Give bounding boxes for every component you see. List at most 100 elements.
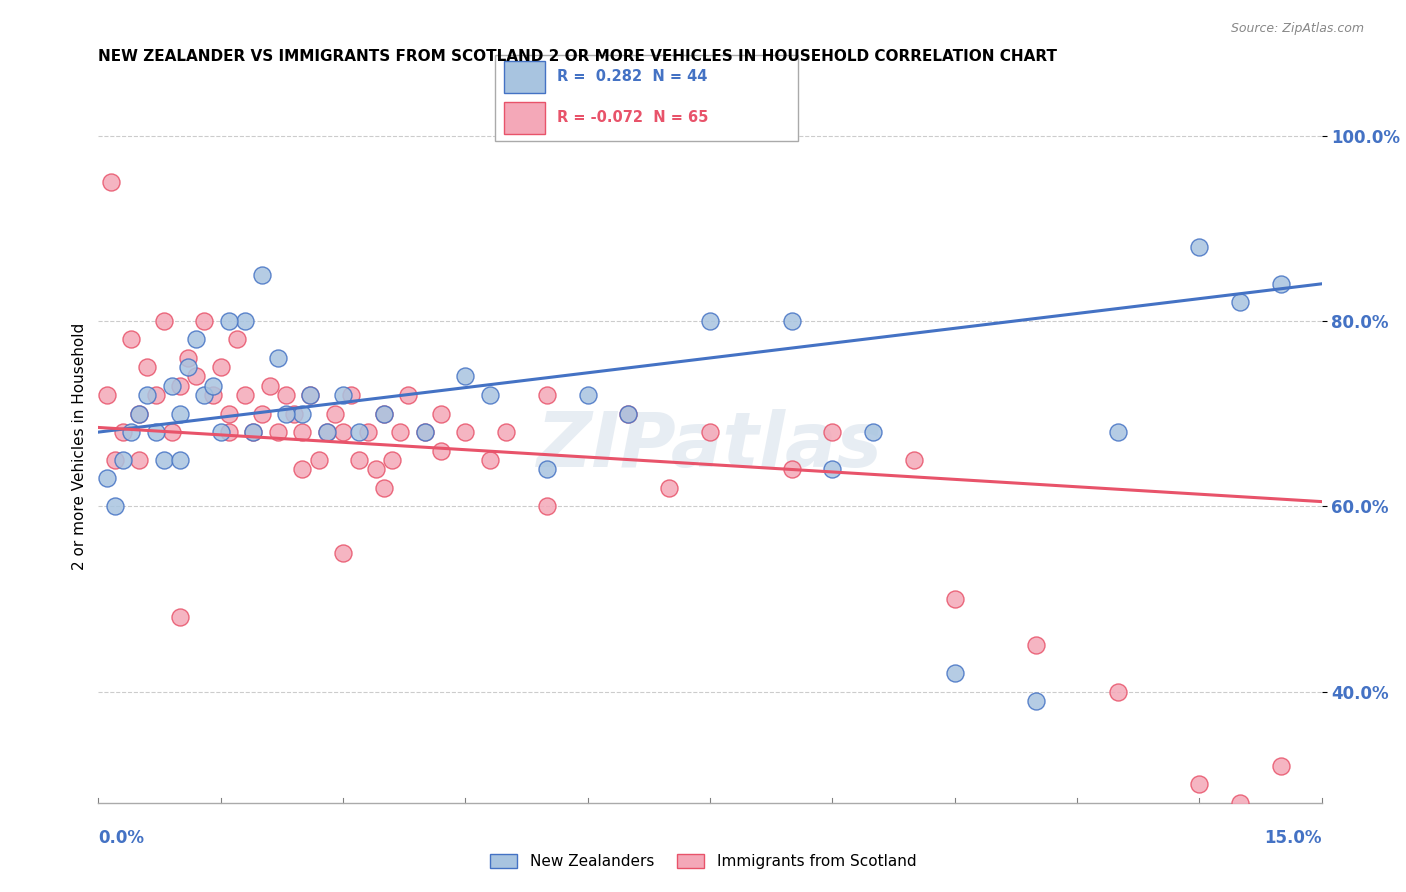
Point bbox=[413, 425, 436, 439]
Point bbox=[152, 453, 174, 467]
Point bbox=[209, 360, 232, 375]
Point bbox=[396, 388, 419, 402]
Point bbox=[536, 500, 558, 514]
Point bbox=[332, 425, 354, 439]
Point bbox=[160, 425, 183, 439]
Point bbox=[381, 453, 404, 467]
Point bbox=[1188, 240, 1211, 254]
Point bbox=[430, 407, 453, 421]
Point bbox=[201, 378, 224, 392]
Point bbox=[617, 407, 640, 421]
Point bbox=[267, 425, 290, 439]
Point bbox=[373, 481, 395, 495]
Point bbox=[274, 407, 297, 421]
Point bbox=[136, 360, 159, 375]
Point bbox=[1188, 777, 1211, 791]
Point bbox=[160, 378, 183, 392]
Point bbox=[104, 453, 127, 467]
Point bbox=[699, 425, 721, 439]
Point bbox=[1025, 694, 1047, 708]
Point bbox=[1229, 295, 1251, 310]
Point bbox=[349, 425, 371, 439]
Point bbox=[111, 425, 134, 439]
Point bbox=[242, 425, 264, 439]
Point bbox=[356, 425, 378, 439]
Point bbox=[658, 481, 681, 495]
Point bbox=[177, 351, 200, 365]
Point bbox=[536, 462, 558, 476]
Point bbox=[943, 591, 966, 606]
Point bbox=[478, 388, 501, 402]
Point bbox=[177, 360, 200, 375]
FancyBboxPatch shape bbox=[495, 55, 799, 141]
Text: R =  0.282  N = 44: R = 0.282 N = 44 bbox=[557, 70, 707, 84]
Point bbox=[283, 407, 305, 421]
Point bbox=[1229, 796, 1251, 810]
Point bbox=[495, 425, 517, 439]
Point bbox=[943, 666, 966, 681]
Point bbox=[242, 425, 264, 439]
Point bbox=[128, 453, 150, 467]
Point bbox=[1107, 425, 1129, 439]
Point bbox=[389, 425, 412, 439]
Point bbox=[291, 462, 314, 476]
Text: 0.0%: 0.0% bbox=[98, 829, 145, 847]
Point bbox=[780, 314, 803, 328]
Point bbox=[1025, 638, 1047, 652]
Point bbox=[120, 333, 142, 347]
Point bbox=[193, 314, 215, 328]
Point bbox=[259, 378, 281, 392]
Point bbox=[1270, 277, 1292, 291]
Point bbox=[862, 425, 884, 439]
Point bbox=[291, 407, 314, 421]
Point bbox=[120, 425, 142, 439]
Point bbox=[233, 388, 256, 402]
Point bbox=[152, 314, 174, 328]
Point bbox=[104, 500, 127, 514]
Point bbox=[111, 453, 134, 467]
Point bbox=[332, 545, 354, 559]
Point bbox=[169, 378, 191, 392]
Point bbox=[201, 388, 224, 402]
Point bbox=[454, 369, 477, 384]
Point bbox=[315, 425, 337, 439]
Point bbox=[209, 425, 232, 439]
Point bbox=[128, 407, 150, 421]
Point bbox=[169, 610, 191, 624]
Point bbox=[821, 462, 844, 476]
Text: Source: ZipAtlas.com: Source: ZipAtlas.com bbox=[1230, 22, 1364, 36]
Point bbox=[250, 268, 273, 282]
Point bbox=[364, 462, 387, 476]
Point bbox=[250, 407, 273, 421]
Point bbox=[308, 453, 330, 467]
Point bbox=[218, 314, 240, 328]
Point bbox=[299, 388, 322, 402]
Point bbox=[536, 388, 558, 402]
Point bbox=[96, 388, 118, 402]
Y-axis label: 2 or more Vehicles in Household: 2 or more Vehicles in Household bbox=[72, 322, 87, 570]
Point bbox=[373, 407, 395, 421]
Text: NEW ZEALANDER VS IMMIGRANTS FROM SCOTLAND 2 OR MORE VEHICLES IN HOUSEHOLD CORREL: NEW ZEALANDER VS IMMIGRANTS FROM SCOTLAN… bbox=[98, 49, 1057, 64]
Point bbox=[291, 425, 314, 439]
Point bbox=[218, 425, 240, 439]
Point bbox=[903, 453, 925, 467]
Point bbox=[315, 425, 337, 439]
Point bbox=[454, 425, 477, 439]
Point bbox=[169, 453, 191, 467]
Point bbox=[233, 314, 256, 328]
Point bbox=[430, 443, 453, 458]
Point bbox=[617, 407, 640, 421]
Text: 15.0%: 15.0% bbox=[1264, 829, 1322, 847]
Point bbox=[218, 407, 240, 421]
Point bbox=[186, 333, 208, 347]
Point bbox=[821, 425, 844, 439]
Point bbox=[193, 388, 215, 402]
Point bbox=[699, 314, 721, 328]
Bar bbox=[505, 61, 544, 93]
Point bbox=[478, 453, 501, 467]
Point bbox=[145, 425, 167, 439]
Point bbox=[267, 351, 290, 365]
Point bbox=[226, 333, 249, 347]
Point bbox=[145, 388, 167, 402]
Point bbox=[128, 407, 150, 421]
